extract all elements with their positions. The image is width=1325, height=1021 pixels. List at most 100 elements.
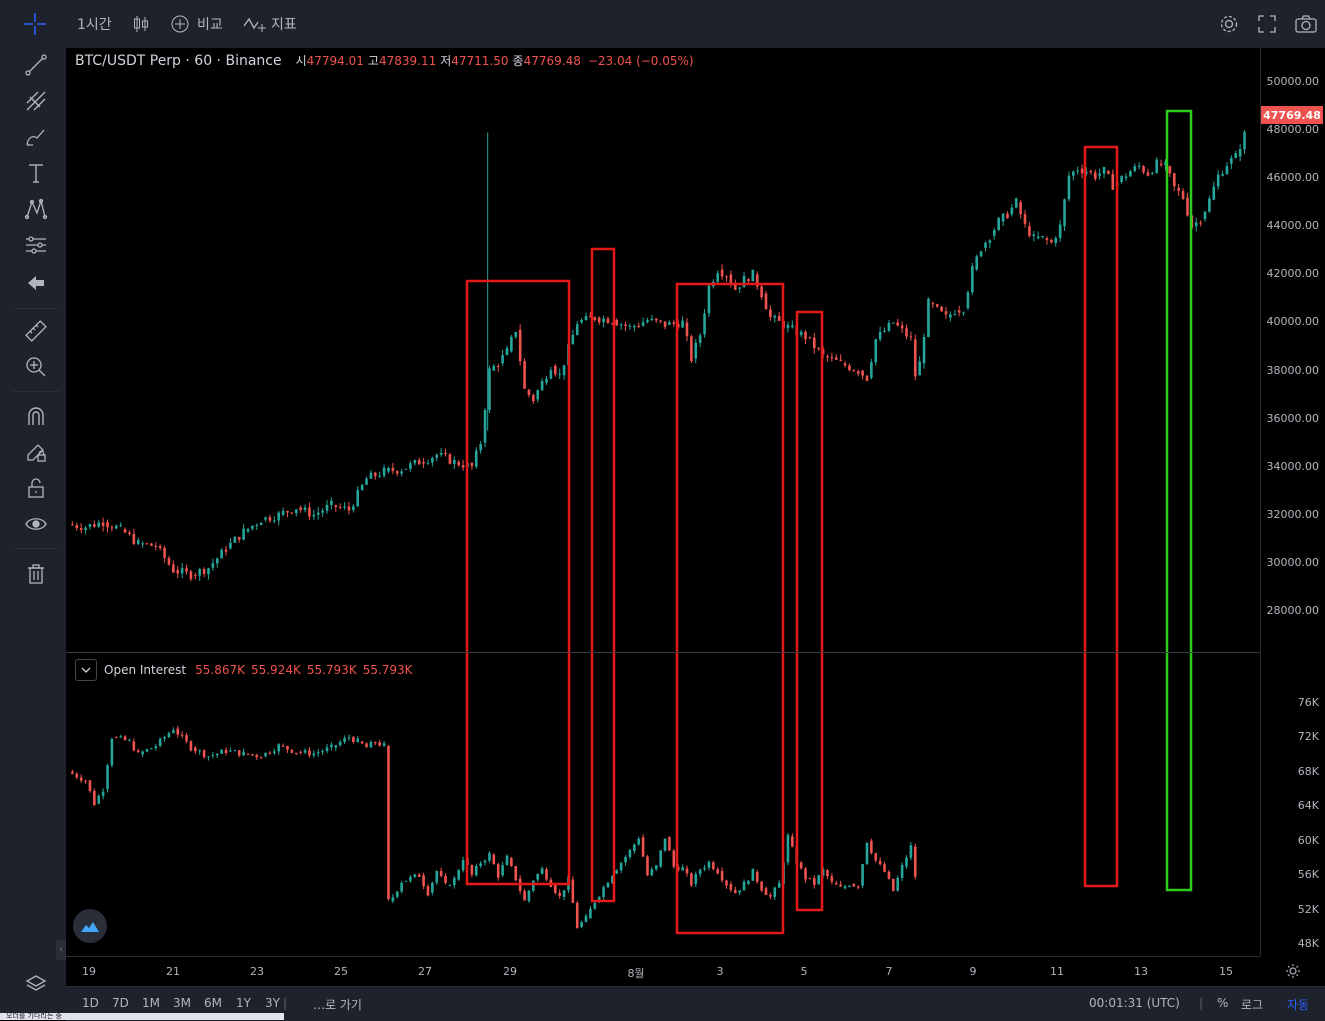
chart-type-icon[interactable] — [131, 12, 151, 36]
fib-tool-icon[interactable] — [20, 85, 52, 117]
log-scale-button[interactable]: 로그 — [1241, 998, 1264, 1012]
price-candle — [194, 574, 197, 576]
price-candle — [703, 313, 706, 335]
auto-scale-button[interactable]: 자동 — [1287, 998, 1310, 1012]
indicators-button[interactable]: 지표 — [243, 12, 297, 36]
oi-candle — [413, 874, 417, 877]
price-candle — [707, 285, 711, 314]
interval-label: 1시간 — [77, 17, 112, 33]
oi-candle — [316, 752, 320, 754]
compare-button[interactable]: 비교 — [170, 12, 223, 36]
range-button-1m[interactable]: 1M — [142, 996, 160, 1010]
symbol-title[interactable]: BTC/USDT Perp · 60 · Binance — [75, 52, 282, 69]
lock-drawings-icon[interactable] — [20, 436, 52, 468]
collapse-button[interactable] — [75, 659, 97, 681]
cloud-icon — [81, 922, 99, 932]
gear-icon[interactable] — [1218, 12, 1240, 36]
price-candle — [813, 337, 816, 349]
price-candle — [553, 365, 557, 375]
unlock-icon[interactable] — [20, 472, 52, 504]
goto-date-button[interactable]: …로 가기 — [313, 998, 362, 1012]
trend-line-icon[interactable] — [20, 49, 52, 81]
scale-settings-icon[interactable] — [1285, 963, 1301, 983]
back-arrow-icon[interactable] — [20, 267, 52, 299]
object-tree-icon[interactable] — [20, 968, 52, 1000]
camera-icon[interactable] — [1294, 12, 1318, 36]
price-candle — [294, 509, 298, 514]
price-candle — [154, 545, 158, 547]
price-candle — [1120, 175, 1123, 183]
fullscreen-icon[interactable] — [1257, 12, 1277, 36]
price-candle — [198, 569, 201, 576]
price-candle — [505, 347, 509, 355]
price-candle — [93, 524, 96, 527]
price-candle — [1111, 173, 1115, 190]
clock[interactable]: 00:01:31 (UTC) — [1089, 996, 1180, 1010]
oi-candle — [483, 860, 487, 863]
tradingview-logo[interactable] — [73, 909, 107, 943]
oi-candle — [712, 862, 715, 870]
time-tick-label: 15 — [1219, 965, 1233, 978]
price-candle — [470, 462, 474, 466]
price-candle — [378, 475, 381, 477]
magnet-icon[interactable] — [20, 400, 52, 432]
price-candle — [988, 240, 992, 243]
oi-candle — [259, 757, 263, 759]
range-button-1d[interactable]: 1D — [82, 996, 99, 1010]
chart-pane[interactable] — [66, 48, 1260, 956]
zoom-in-icon[interactable] — [20, 351, 52, 383]
last-price-label: 47769.48 — [1261, 106, 1323, 124]
range-button-3y[interactable]: 3Y — [265, 996, 280, 1010]
oi-candle — [501, 865, 504, 876]
price-scale[interactable]: 50000.00 48000.00 46000.00 44000.00 42000.00… — [1260, 48, 1325, 956]
oi-candle — [439, 870, 443, 876]
interval-button[interactable]: 1시간 — [77, 12, 112, 36]
oi-candle — [395, 891, 399, 897]
trash-icon[interactable] — [20, 558, 52, 590]
oi-title[interactable]: Open Interest — [104, 663, 187, 677]
range-button-3m[interactable]: 3M — [173, 996, 191, 1010]
oi-candle — [703, 867, 706, 870]
price-candle — [624, 324, 627, 326]
oi-candle — [347, 737, 351, 739]
price-candle — [536, 390, 540, 400]
price-candle — [769, 309, 772, 318]
prediction-icon[interactable] — [20, 229, 52, 261]
oi-candle — [299, 751, 302, 753]
price-candle — [589, 315, 592, 318]
range-button-1y[interactable]: 1Y — [236, 996, 251, 1010]
ruler-icon[interactable] — [20, 315, 52, 347]
oi-candle — [646, 856, 649, 876]
oi-candle — [303, 750, 307, 753]
oi-candle — [492, 854, 496, 865]
text-tool-icon[interactable] — [20, 157, 52, 189]
chart-canvas[interactable] — [66, 48, 1260, 956]
percent-scale-button[interactable]: % — [1217, 996, 1229, 1010]
oi-candle — [185, 735, 188, 742]
time-scale[interactable]: 19 21 23 25 27 29 8월 3 5 7 9 11 13 15 — [66, 956, 1300, 987]
price-candle — [132, 533, 136, 544]
pane-separator[interactable] — [66, 652, 1325, 653]
eye-icon[interactable] — [20, 508, 52, 540]
price-candle — [1151, 172, 1154, 174]
oi-candle — [896, 877, 900, 891]
price-candle — [360, 484, 364, 490]
toolbar-divider — [12, 548, 60, 549]
oi-value-4: 55.793K — [362, 663, 413, 677]
brush-icon[interactable] — [20, 121, 52, 153]
chevron-left-icon[interactable]: ‹ — [56, 940, 66, 960]
price-candle — [747, 279, 750, 282]
crosshair-icon[interactable] — [22, 12, 48, 36]
price-candle — [558, 373, 561, 375]
high-label: 고 — [367, 54, 379, 68]
range-button-7d[interactable]: 7D — [112, 996, 129, 1010]
range-button-6m[interactable]: 6M — [204, 996, 222, 1010]
price-candle — [422, 461, 425, 464]
oi-candle — [360, 741, 364, 744]
price-candle — [180, 568, 184, 574]
oi-candle — [725, 880, 728, 886]
price-candle — [874, 339, 878, 363]
price-candle — [1072, 171, 1075, 176]
price-candle — [501, 354, 504, 364]
pattern-icon[interactable] — [20, 193, 52, 225]
